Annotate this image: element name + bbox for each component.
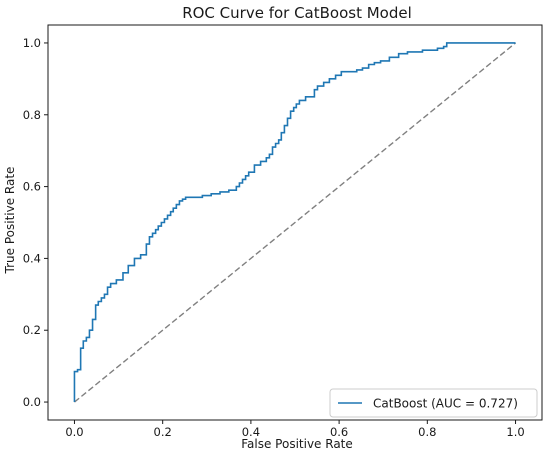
random-classifier-diagonal-line — [74, 42, 516, 403]
x-tick-label: 0.4 — [242, 425, 260, 439]
y-tick-label: 0.8 — [23, 108, 41, 122]
x-tick-label: 0.0 — [65, 425, 83, 439]
y-tick-label: 0.2 — [23, 323, 41, 337]
x-axis-label: False Positive Rate — [241, 437, 353, 451]
chart-title: ROC Curve for CatBoost Model — [182, 4, 412, 22]
y-tick-label: 0.0 — [23, 395, 41, 409]
plot-area — [47, 24, 543, 421]
x-tick-label: 0.8 — [418, 425, 436, 439]
y-axis-ticks: 0.0 0.2 0.4 0.6 0.8 1.0 — [23, 36, 48, 409]
x-tick-label: 1.0 — [506, 425, 524, 439]
legend-label-catboost: CatBoost (AUC = 0.727) — [373, 397, 518, 411]
plot-frame — [47, 24, 543, 421]
y-tick-label: 1.0 — [23, 36, 41, 50]
x-tick-label: 0.6 — [330, 425, 348, 439]
x-axis-ticks: 0.0 0.2 0.4 0.6 0.8 1.0 — [65, 420, 525, 439]
legend-box — [329, 388, 538, 418]
x-tick-label: 0.2 — [154, 425, 172, 439]
y-axis-label: True Positive Rate — [3, 167, 17, 275]
y-tick-label: 0.6 — [23, 180, 41, 194]
catboost-roc-line — [73, 42, 516, 403]
y-tick-label: 0.4 — [23, 251, 41, 265]
legend: CatBoost (AUC = 0.727) — [329, 388, 538, 418]
